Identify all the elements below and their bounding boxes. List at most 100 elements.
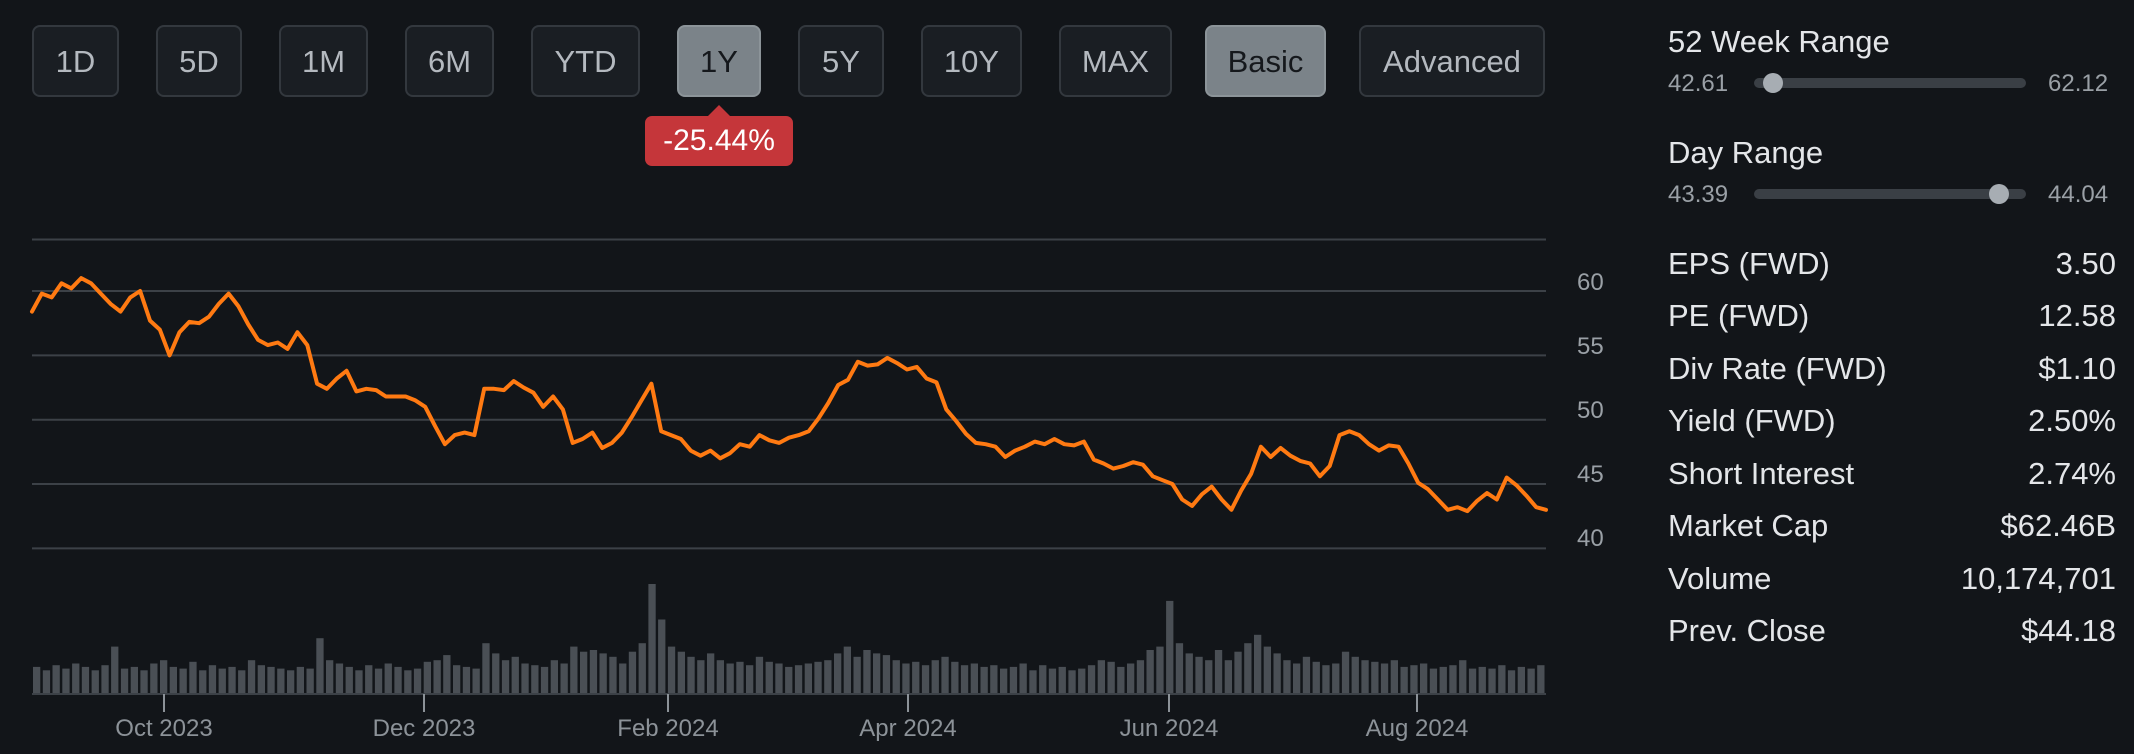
volume-bar [990,665,998,694]
stat-prev-close: Prev. Close $44.18 [1668,613,2116,653]
volume-bar [1254,634,1262,694]
volume-bar [1029,670,1037,694]
volume-bar [1439,666,1447,694]
volume-bar [755,656,764,694]
range-1m-button[interactable]: 1M [279,25,368,97]
volume-bar [52,665,60,694]
volume-bar [62,668,70,694]
volume-bar [1185,653,1193,694]
stat-value: 10,174,701 [1960,561,2116,596]
volume-bar [951,661,959,694]
volume-bar [394,666,402,694]
advanced-mode-button[interactable]: Advanced [1359,25,1545,97]
volume-bar [540,666,549,694]
volume-bar [443,655,451,694]
week52-low: 42.61 [1668,70,1729,97]
volume-bar [511,656,519,694]
volume-bar [1449,665,1457,694]
volume-bar [1410,665,1418,694]
volume-bar [228,666,236,694]
stat-label: EPS (FWD) [1668,246,1830,281]
volume-bar [1312,661,1320,694]
volume-bar [150,663,158,694]
gridlines [32,238,1546,550]
volume-bar [1166,600,1174,694]
stat-value: $1.10 [2038,351,2116,386]
stat-yield: Yield (FWD) 2.50% [1668,403,2116,443]
volume-bar [277,668,285,694]
volume-bar [980,666,988,694]
volume-bar [326,660,334,694]
range-ytd-button[interactable]: YTD [531,25,640,97]
volume-bar [355,670,363,694]
range-max-button[interactable]: MAX [1059,25,1172,97]
volume-bar [667,646,676,694]
volume-bar [306,668,314,694]
volume-bar [374,668,383,694]
range-6m-button[interactable]: 6M [405,25,494,97]
x-tick-label: Jun 2024 [1120,715,1219,742]
volume-bar [902,663,910,694]
volume-bar [1322,665,1330,694]
volume-bar [296,666,304,694]
x-tick-label: Feb 2024 [617,715,718,742]
volume-bar [453,665,461,694]
volume-bar [687,656,695,694]
volume-bar [716,660,724,694]
volume-bar [589,650,598,694]
volume-bars [33,584,1545,694]
stat-value: $62.46B [2000,508,2117,543]
range-5d-button[interactable]: 5D [156,25,242,97]
day-range-marker [1988,184,2009,204]
x-tick-label: Aug 2024 [1366,715,1469,742]
volume-bar [814,661,822,694]
volume-bar [1429,668,1438,694]
volume-bar [365,665,373,694]
volume-bar [785,666,793,694]
range-1y-button[interactable]: 1Y [677,25,761,97]
week52-range-marker [1763,73,1784,93]
x-tick-label: Apr 2024 [859,715,956,742]
volume-bar [736,661,744,694]
volume-bar [1136,660,1145,694]
volume-bar [843,646,851,694]
volume-bar [1117,666,1125,694]
volume-bar [1019,663,1027,694]
stat-value: 2.74% [2028,456,2116,491]
range-1d-button[interactable]: 1D [32,25,119,97]
volume-bar [1048,668,1057,694]
volume-bar [853,656,861,694]
volume-bar [863,650,871,694]
range-5y-button[interactable]: 5Y [798,25,884,97]
volume-bar [413,668,422,694]
volume-bar [433,660,441,694]
volume-bar [560,663,568,694]
price-change-badge: -25.44% [645,105,793,166]
stat-label: Prev. Close [1668,613,1826,648]
volume-bar [746,665,754,694]
volume-bar [892,660,900,694]
x-axis-ticks [163,694,1418,712]
volume-bar [140,670,148,694]
stat-value: 3.50 [2055,246,2116,281]
stat-short-interest: Short Interest 2.74% [1668,456,2116,496]
volume-bar [1488,668,1496,694]
volume-bar [199,670,207,694]
price-chart[interactable]: 60 55 50 45 40 Oct 2023 Dec 2023 Feb 202… [0,0,1620,754]
basic-mode-button[interactable]: Basic [1205,25,1326,97]
volume-bar [101,665,109,694]
volume-bar [404,670,412,694]
day-range-title: Day Range [1668,135,1824,170]
volume-bar [1087,665,1096,694]
y-tick-label: 40 [1577,525,1604,552]
range-10y-button[interactable]: 10Y [921,25,1022,97]
volume-bar [941,656,949,694]
volume-bar [267,666,275,694]
volume-bar [1459,660,1467,694]
volume-bar [775,663,783,694]
volume-bar [1146,650,1154,694]
volume-bar [287,670,295,694]
week52-range-track [1754,73,2026,93]
volume-bar [648,584,656,694]
volume-bar [619,663,627,694]
